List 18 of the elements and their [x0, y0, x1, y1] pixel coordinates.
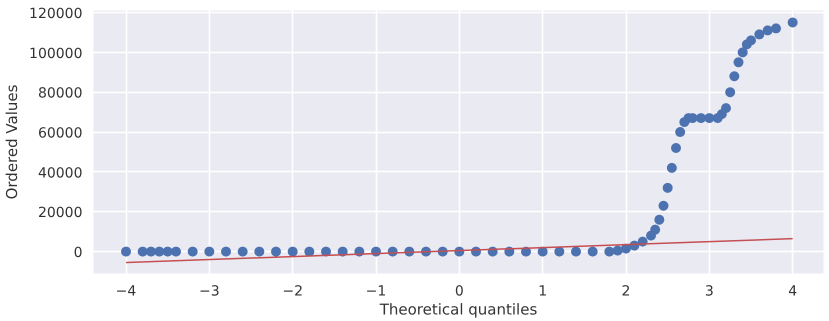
x-tick-label: −4	[116, 284, 136, 300]
y-tick-label: 60000	[38, 126, 83, 142]
y-tick-label: 120000	[29, 6, 83, 22]
x-tick-label: 3	[704, 284, 714, 300]
y-tick-label: 80000	[38, 86, 83, 102]
y-tick-label: 40000	[38, 165, 83, 182]
x-tick-label: −3	[199, 284, 220, 300]
x-tick-label: −2	[282, 284, 303, 300]
x-axis-title: Theoretical quantiles	[378, 300, 538, 318]
x-tick-label: −1	[366, 284, 386, 300]
y-tick-label: 100000	[29, 46, 83, 62]
x-tick-label: 0	[454, 284, 464, 300]
y-tick-label: 20000	[38, 205, 83, 222]
y-axis-title: Ordered Values	[3, 84, 22, 200]
x-tick-label: 2	[622, 284, 630, 300]
y-tick-label: 0	[74, 245, 83, 262]
x-tick-label: 4	[788, 284, 798, 300]
x-tick-label: 1	[538, 284, 548, 300]
